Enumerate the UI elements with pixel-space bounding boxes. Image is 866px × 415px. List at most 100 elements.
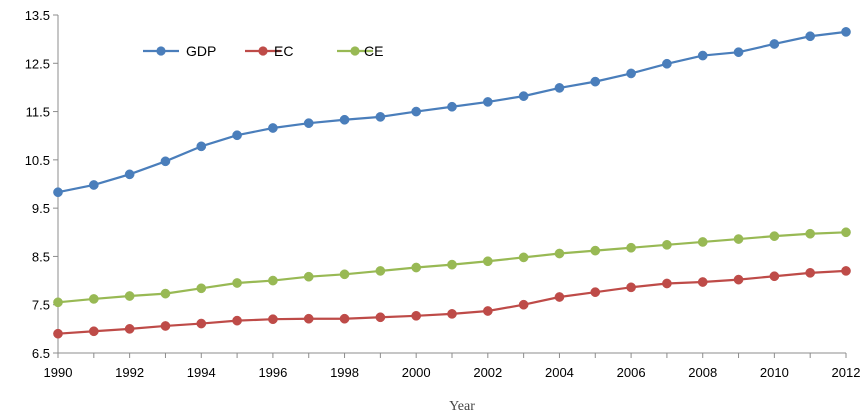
data-point-ce <box>124 291 135 301</box>
data-point-ec <box>733 274 744 285</box>
legend: GDP EC CE <box>143 43 383 59</box>
data-point-ec <box>482 306 493 316</box>
x-tick-label: 1992 <box>115 365 144 380</box>
data-point-ce <box>518 252 529 263</box>
data-point-ce <box>160 288 171 299</box>
data-point-gdp <box>411 106 422 117</box>
y-tick-label: 6.5 <box>32 346 50 361</box>
data-point-gdp <box>339 114 350 125</box>
data-point-ce <box>697 237 708 247</box>
y-tick-label: 7.5 <box>32 298 50 313</box>
series-gdp <box>53 27 851 198</box>
data-point-ec <box>53 328 63 339</box>
data-point-ec <box>375 312 386 323</box>
data-point-ce <box>805 228 816 239</box>
data-point-gdp <box>482 97 493 107</box>
data-point-ec <box>518 299 529 310</box>
data-point-gdp <box>626 68 636 79</box>
legend-item-ce: CE <box>337 43 383 59</box>
series-ec <box>53 266 851 339</box>
data-point-gdp <box>769 39 780 49</box>
x-tick-label: 2004 <box>545 365 574 380</box>
data-point-gdp <box>590 76 601 87</box>
series-layer <box>53 27 851 339</box>
x-tick-label: 1994 <box>187 365 216 380</box>
data-point-gdp <box>697 50 708 61</box>
data-point-ce <box>268 275 278 286</box>
data-point-ec <box>88 326 99 337</box>
data-point-ce <box>411 262 422 273</box>
legend-item-ec: EC <box>245 43 293 59</box>
data-point-ce <box>662 239 672 250</box>
data-point-ec <box>805 267 816 278</box>
data-point-ce <box>375 266 386 276</box>
data-point-gdp <box>88 180 99 190</box>
data-point-gdp <box>662 58 672 69</box>
y-tick-label: 10.5 <box>25 153 50 168</box>
legend-label-ce: CE <box>364 43 383 59</box>
legend-label-ec: EC <box>274 43 293 59</box>
x-tick-label: 2012 <box>832 365 861 380</box>
data-point-gdp <box>841 27 851 37</box>
x-tick-label: 1996 <box>258 365 287 380</box>
data-point-gdp <box>268 123 278 133</box>
data-point-ec <box>841 266 851 276</box>
data-point-ec <box>662 278 672 289</box>
data-point-ec <box>697 277 708 287</box>
y-tick-label: 8.5 <box>32 249 50 264</box>
data-point-ec <box>339 313 350 324</box>
data-point-ce <box>53 297 63 308</box>
data-point-ec <box>160 321 171 331</box>
legend-marker-gdp <box>156 46 166 56</box>
data-point-gdp <box>805 31 816 42</box>
data-point-gdp <box>196 141 207 152</box>
data-point-ce <box>303 271 314 282</box>
data-point-ce <box>841 227 851 238</box>
axes: 6.5 7.5 8.5 9.5 10.5 11.5 12.5 13.5 1990 1992 1994… <box>25 8 861 380</box>
data-point-gdp <box>518 91 529 101</box>
data-point-gdp <box>303 118 314 129</box>
data-point-ec <box>232 315 242 326</box>
y-tick-label: 12.5 <box>25 56 50 71</box>
y-tick-label: 9.5 <box>32 201 50 216</box>
data-point-ec <box>411 310 422 321</box>
data-point-gdp <box>733 47 744 58</box>
data-point-gdp <box>53 187 63 198</box>
series-line-ec <box>57 269 847 335</box>
data-point-gdp <box>554 83 565 93</box>
x-tick-label: 2006 <box>617 365 646 380</box>
data-point-ec <box>196 318 207 329</box>
y-tick-label: 13.5 <box>25 8 50 23</box>
data-point-ec <box>554 292 565 302</box>
legend-marker-ec <box>258 46 268 56</box>
data-point-ce <box>626 242 636 253</box>
x-tick-label: 2002 <box>473 365 502 380</box>
x-tick-label: 1990 <box>44 365 73 380</box>
data-point-ce <box>196 283 207 294</box>
data-point-ce <box>232 278 242 288</box>
data-point-gdp <box>375 112 386 122</box>
data-point-ec <box>124 324 135 334</box>
data-point-ec <box>769 271 780 282</box>
data-point-ce <box>554 248 565 259</box>
y-tick-label: 11.5 <box>26 105 50 120</box>
data-point-ec <box>303 313 314 324</box>
data-point-gdp <box>232 130 242 141</box>
data-point-gdp <box>124 169 135 180</box>
data-point-ce <box>339 269 350 280</box>
data-point-ce <box>482 256 493 267</box>
legend-item-gdp: GDP <box>143 43 216 59</box>
data-point-ce <box>769 231 780 241</box>
x-tick-label: 2010 <box>760 365 789 380</box>
legend-marker-ce <box>350 46 360 56</box>
data-point-ec <box>590 287 601 298</box>
data-point-ec <box>447 309 457 319</box>
data-point-gdp <box>160 156 171 167</box>
x-tick-label: 2000 <box>402 365 431 380</box>
series-line-gdp <box>57 30 847 194</box>
legend-label-gdp: GDP <box>186 43 216 59</box>
data-point-gdp <box>447 101 457 112</box>
data-point-ce <box>590 245 601 256</box>
data-point-ec <box>626 282 636 293</box>
